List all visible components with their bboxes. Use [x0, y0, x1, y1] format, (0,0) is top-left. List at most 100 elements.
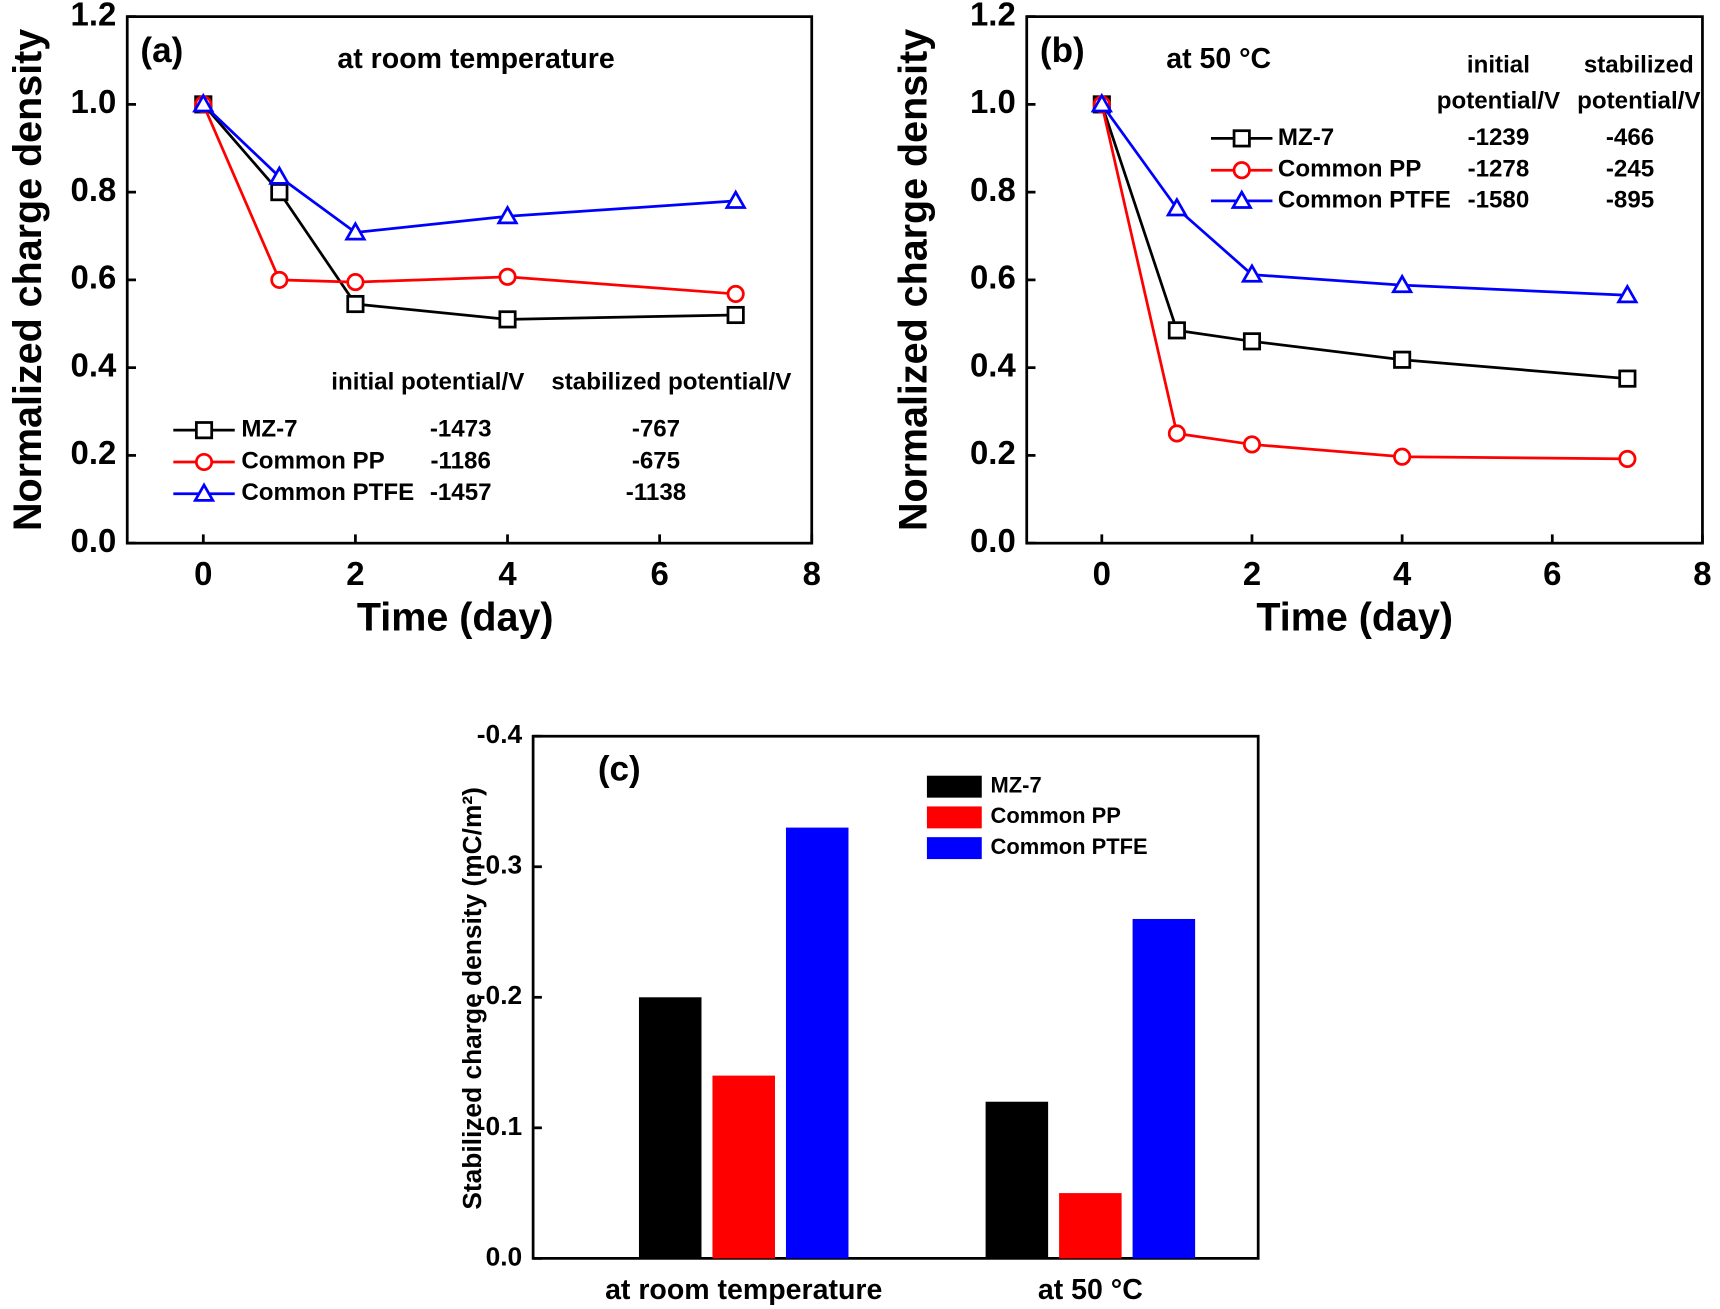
- panel-label: (c): [598, 750, 641, 789]
- marker: [1167, 321, 1186, 340]
- marker: [726, 284, 745, 303]
- x-tick-label: 4: [498, 555, 517, 592]
- bar: [985, 1101, 1049, 1259]
- legend-marker: [192, 482, 216, 502]
- legend-marker: [194, 452, 214, 472]
- marker: [1242, 332, 1262, 351]
- initial-potential: -1580: [1468, 186, 1530, 213]
- legend-header: potential/V: [1437, 88, 1560, 115]
- x-axis-label: Time (day): [1256, 595, 1453, 639]
- legend-label: MZ-7: [1278, 124, 1334, 151]
- y-tick-label: 1.2: [71, 0, 117, 32]
- marker: [1242, 435, 1262, 454]
- marker: [1167, 424, 1186, 443]
- y-tick-label: -0.4: [477, 719, 523, 749]
- series-line: [202, 103, 736, 234]
- marker: [1165, 196, 1189, 217]
- x-tick-label: at 50 °C: [1038, 1274, 1143, 1306]
- chart-title: at 50 °C: [1166, 43, 1271, 75]
- panel-label: (a): [140, 31, 183, 70]
- stabilized-potential: -767: [632, 416, 680, 443]
- x-tick-label: 8: [803, 555, 821, 592]
- marker: [726, 305, 745, 325]
- x-tick-label: 6: [1543, 555, 1561, 592]
- legend-label: Common PP: [991, 803, 1121, 828]
- legend-label: MZ-7: [991, 772, 1042, 797]
- x-tick-label: 0: [194, 555, 212, 592]
- marker: [1393, 447, 1412, 466]
- x-tick-label: 6: [650, 555, 668, 592]
- y-tick-label: 0.4: [970, 346, 1016, 383]
- marker: [1240, 263, 1264, 283]
- marker: [270, 183, 289, 202]
- marker: [268, 165, 291, 185]
- y-axis-label: Normalized charge density: [6, 29, 50, 531]
- y-tick-label: 1.0: [71, 83, 117, 120]
- legend-header: stabilized: [1584, 51, 1694, 78]
- y-tick-label: 1.2: [970, 0, 1016, 32]
- initial-potential: -1473: [430, 416, 492, 443]
- legend-header: stabilized potential/V: [551, 368, 791, 395]
- legend-label: Common PTFE: [241, 479, 414, 506]
- y-tick-label: 0.0: [486, 1241, 523, 1271]
- y-tick-label: 0.8: [970, 171, 1016, 208]
- legend-label: Common PTFE: [991, 834, 1148, 859]
- chart-title: at room temperature: [337, 43, 614, 75]
- y-tick-label: 0.8: [71, 171, 117, 208]
- initial-potential: -1457: [430, 479, 492, 506]
- bar: [1059, 1193, 1122, 1259]
- marker: [1390, 273, 1414, 294]
- stabilized-potential: -1138: [626, 479, 686, 506]
- initial-potential: -1186: [431, 447, 491, 474]
- y-tick-label: -0.3: [477, 850, 522, 880]
- panel-label: (b): [1040, 31, 1085, 70]
- y-tick-label: -0.1: [477, 1111, 522, 1141]
- marker: [1618, 369, 1637, 388]
- y-tick-label: 0.6: [970, 259, 1016, 296]
- x-tick-label: 8: [1693, 555, 1711, 592]
- marker: [346, 273, 365, 292]
- legend-label: Common PP: [1278, 156, 1421, 183]
- legend-header: potential/V: [1577, 88, 1700, 115]
- y-axis-label: Stabilized charge density (mC/m²): [457, 787, 487, 1210]
- x-tick-label: 2: [346, 555, 364, 592]
- stabilized-potential: -466: [1606, 124, 1654, 151]
- marker: [1616, 283, 1639, 304]
- marker: [270, 270, 289, 289]
- y-tick-label: 0.0: [970, 522, 1016, 559]
- initial-potential: -1239: [1468, 124, 1530, 151]
- marker: [724, 189, 747, 209]
- bar: [1132, 918, 1196, 1259]
- legend-swatch: [926, 775, 982, 798]
- marker: [498, 310, 517, 329]
- legend-label: Common PTFE: [1278, 186, 1451, 213]
- legend-marker: [194, 421, 214, 440]
- y-tick-label: 0.0: [71, 522, 117, 559]
- initial-potential: -1278: [1468, 156, 1530, 183]
- bar: [638, 997, 702, 1259]
- legend-swatch: [926, 806, 982, 829]
- legend-marker: [1230, 189, 1253, 209]
- y-axis-label: Normalized charge density: [891, 29, 935, 531]
- marker: [496, 204, 519, 225]
- bar: [785, 827, 849, 1259]
- x-axis-label: Time (day): [357, 595, 554, 639]
- y-tick-label: 1.0: [970, 83, 1016, 120]
- marker: [192, 92, 215, 113]
- x-tick-label: 0: [1093, 555, 1111, 592]
- legend-swatch: [926, 837, 982, 860]
- stabilized-potential: -895: [1606, 186, 1654, 213]
- y-tick-label: 0.6: [71, 259, 117, 296]
- legend-label: Common PP: [241, 447, 384, 474]
- y-tick-label: 0.2: [71, 434, 117, 471]
- marker: [1393, 350, 1412, 369]
- marker: [344, 220, 367, 241]
- x-tick-label: 2: [1243, 555, 1261, 592]
- stabilized-potential: -675: [632, 447, 680, 474]
- legend-marker: [1232, 129, 1251, 148]
- bar: [712, 1075, 775, 1259]
- stabilized-potential: -245: [1606, 156, 1654, 183]
- legend-header: initial: [1467, 51, 1530, 78]
